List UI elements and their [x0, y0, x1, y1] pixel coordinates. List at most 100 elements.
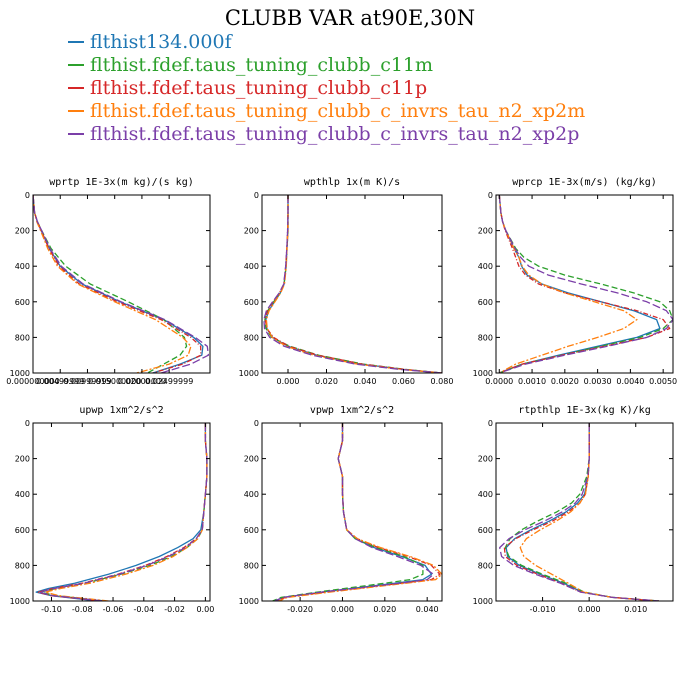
series-line: [498, 195, 638, 373]
y-tick-label: 800: [478, 561, 493, 570]
figure-title: CLUBB VAR at90E,30N: [224, 6, 476, 30]
x-tick-label: -0.020: [287, 605, 313, 614]
y-tick-label: 1000: [10, 369, 30, 378]
x-tick-label: 0.00499999: [36, 377, 84, 386]
plot-frame: [32, 422, 211, 602]
legend-label: flthist.fdef.taus_tuning_clubb_c_invrs_t…: [90, 122, 580, 145]
legend-item: flthist.fdef.taus_tuning_clubb_c11p: [68, 76, 585, 99]
series-line: [33, 195, 202, 373]
legend: flthist134.000f flthist.fdef.taus_tuning…: [68, 30, 585, 145]
x-tick-label: 0.040: [416, 605, 439, 614]
series-line: [274, 423, 433, 601]
series-group: [263, 195, 442, 373]
x-tick-label: 0.00999999: [63, 377, 111, 386]
x-tick-label: 0.0050: [649, 377, 677, 386]
legend-label: flthist.fdef.taus_tuning_clubb_c11p: [90, 76, 428, 99]
x-tick-label: 0.020: [373, 605, 396, 614]
x-tick-label: 0.060: [392, 377, 415, 386]
y-tick-label: 400: [15, 490, 30, 499]
legend-label: flthist134.000f: [90, 30, 232, 53]
x-tick-label: -0.010: [530, 605, 556, 614]
y-tick-label: 1000: [239, 369, 259, 378]
series-group: [498, 195, 673, 373]
y-tick-label: 800: [244, 561, 259, 570]
y-tick-label: 800: [15, 333, 30, 342]
panel-title: wprtp 1E-3x(m kg)/(s kg): [49, 177, 194, 188]
y-tick-label: 600: [15, 526, 30, 535]
series-line: [504, 423, 660, 601]
plot-frame: [261, 422, 443, 602]
x-tick-label: 0.000: [277, 377, 300, 386]
series-line: [503, 423, 660, 601]
y-tick-label: 400: [478, 490, 493, 499]
chart-panel: wprtp 1E-3x(m kg)/(s kg) 0 200 400 600 800 100…: [6, 177, 211, 386]
chart-panel: upwp 1xm^2/s^2 0 200 400 600 800 1000 -0.10 -0.0…: [10, 405, 215, 614]
y-tick-label: 1000: [10, 597, 30, 606]
plot-frame: [261, 194, 443, 374]
legend-item: flthist.fdef.taus_tuning_clubb_c_invrs_t…: [68, 99, 585, 122]
series-line: [505, 423, 660, 601]
panel-title: wpthlp 1x(m K)/s: [304, 177, 400, 188]
x-tick-label: -0.08: [72, 605, 93, 614]
series-line: [33, 195, 204, 373]
legend-swatch: [68, 109, 84, 112]
y-tick-label: 400: [478, 262, 493, 271]
plot-frame: [495, 422, 674, 602]
chart-panel: rtpthlp 1E-3x(kg K)/kg 0 200 400 600 800 1000 -…: [473, 405, 674, 614]
x-tick-label: -0.10: [41, 605, 62, 614]
series-line: [38, 423, 208, 601]
x-tick-label: 0.0040: [616, 377, 644, 386]
chart-panel: wpthlp 1x(m K)/s 0 200 400 600 800 1000 0.000 0.…: [239, 177, 454, 386]
y-tick-label: 600: [15, 298, 30, 307]
series-line: [498, 195, 673, 373]
series-line: [265, 195, 442, 373]
y-tick-label: 1000: [473, 597, 493, 606]
x-tick-label: -0.02: [164, 605, 185, 614]
x-tick-label: 0.040: [354, 377, 377, 386]
x-tick-label: 0.02499999: [145, 377, 193, 386]
series-group: [35, 423, 208, 601]
series-line: [264, 195, 442, 373]
x-tick-label: 0.020: [315, 377, 338, 386]
series-line: [33, 195, 188, 373]
x-tick-label: 0.000: [331, 605, 354, 614]
series-line: [33, 195, 210, 373]
series-group: [33, 195, 210, 373]
y-tick-label: 600: [244, 526, 259, 535]
series-line: [33, 195, 192, 373]
series-line: [265, 195, 442, 373]
panel-title: upwp 1xm^2/s^2: [79, 405, 163, 416]
y-tick-label: 800: [478, 333, 493, 342]
y-tick-label: 800: [15, 561, 30, 570]
series-line: [519, 423, 660, 601]
y-tick-label: 0: [25, 419, 30, 428]
y-tick-label: 200: [478, 455, 493, 464]
legend-item: flthist.fdef.taus_tuning_clubb_c_invrs_t…: [68, 122, 585, 145]
y-tick-label: 0: [25, 191, 30, 200]
x-tick-label: 0.080: [431, 377, 454, 386]
plot-frame: [495, 194, 674, 374]
series-line: [276, 423, 441, 601]
y-tick-label: 1000: [473, 369, 493, 378]
x-tick-label: 0.0030: [584, 377, 612, 386]
chart-panel: vpwp 1xm^2/s^2 0 200 400 600 800 1000 -0.020 0.0…: [239, 405, 443, 614]
y-tick-label: 600: [244, 298, 259, 307]
x-tick-label: 0.015000000: [88, 377, 141, 386]
y-tick-label: 600: [478, 526, 493, 535]
plot-frame: [32, 194, 211, 374]
y-tick-label: 400: [244, 490, 259, 499]
series-line: [499, 423, 660, 601]
y-tick-label: 0: [488, 191, 493, 200]
y-tick-label: 0: [254, 191, 259, 200]
series-group: [499, 423, 660, 601]
y-tick-label: 600: [478, 298, 493, 307]
x-tick-label: 0.0020: [551, 377, 579, 386]
panel-title: wprcp 1E-3x(m/s) (kg/kg): [512, 177, 657, 188]
panel-title: rtpthlp 1E-3x(kg K)/kg: [518, 405, 650, 416]
x-tick-label: 0.000: [578, 605, 601, 614]
chart-panel: wprcp 1E-3x(m/s) (kg/kg) 0 200 400 600 800 100…: [473, 177, 678, 386]
y-tick-label: 400: [15, 262, 30, 271]
series-line: [498, 195, 671, 373]
y-tick-label: 200: [15, 227, 30, 236]
